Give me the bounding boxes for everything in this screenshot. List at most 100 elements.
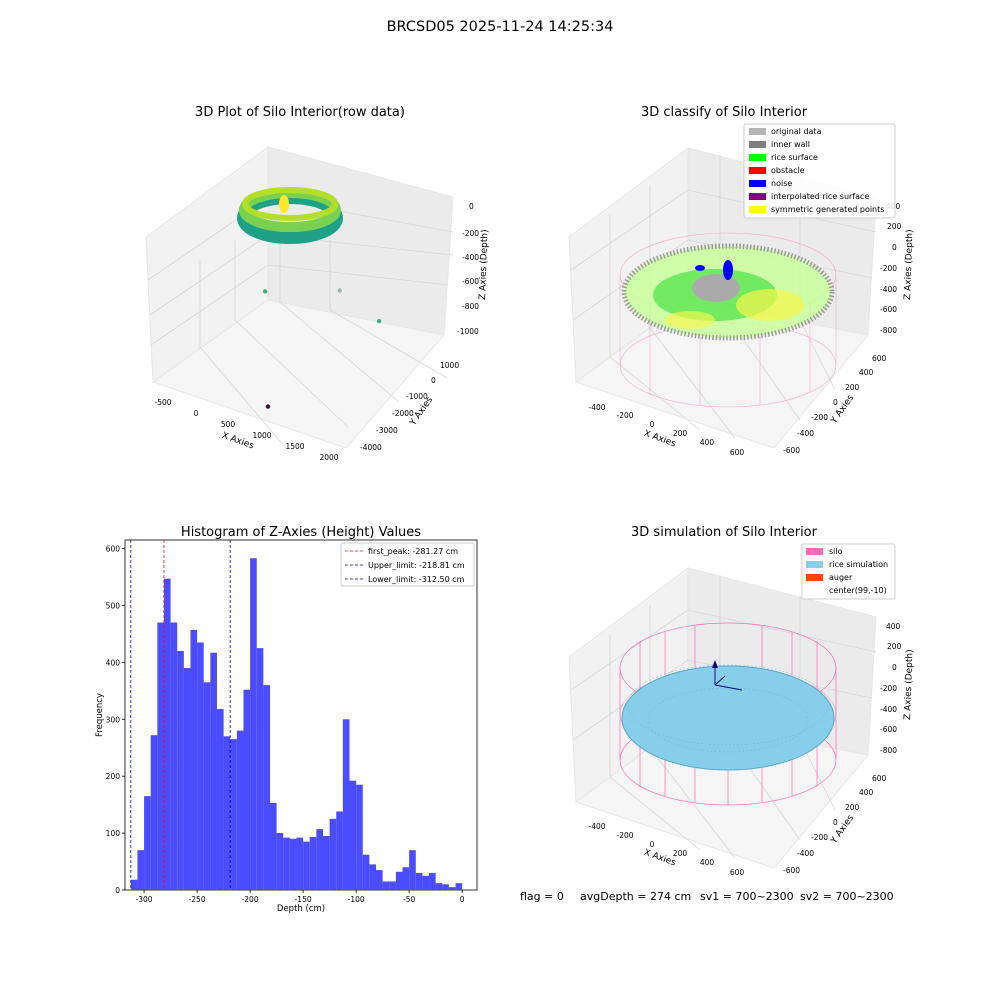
- simulation-auger: [712, 660, 743, 691]
- histogram-bar: [163, 578, 171, 890]
- y-tick-label: 200: [106, 772, 121, 781]
- simulation-z-tick: -800: [880, 746, 897, 755]
- histogram-bar: [415, 872, 423, 890]
- simulation-z-tick: -600: [880, 725, 897, 734]
- x-tick-label: -300: [136, 895, 153, 904]
- histogram-x-ticks: -300 -250 -200 -150 -100 -50 0: [136, 890, 465, 904]
- histogram-bar: [150, 735, 158, 890]
- histogram-bar: [336, 811, 343, 890]
- classify-x-tick: -400: [588, 403, 605, 412]
- raw-z-tick: -1000: [457, 327, 479, 336]
- classify-z-tick: -600: [880, 305, 897, 314]
- raw-z-label: Z Axies (Depth): [478, 229, 490, 300]
- simulation-y-tick: 0: [833, 818, 838, 827]
- histogram-bar: [223, 736, 231, 890]
- simulation-y-tick: 400: [859, 788, 874, 797]
- legend-label: interpolated rice surface: [771, 192, 869, 201]
- simulation-x-tick: -400: [588, 822, 605, 831]
- classify-z-axis: 400 200 0 -200 -400 -600 -800 Z Axies (D…: [880, 202, 915, 335]
- histogram-bar: [177, 650, 184, 890]
- classify-x-tick: 200: [673, 429, 688, 438]
- raw-y-tick: -1000: [406, 392, 428, 401]
- histogram-bar: [402, 867, 410, 890]
- classify-y-tick: -200: [811, 413, 828, 422]
- histogram-bar: [236, 730, 244, 890]
- raw-x-tick: 2000: [319, 453, 338, 462]
- histogram-bar: [256, 648, 264, 890]
- histogram-bar: [230, 739, 237, 890]
- raw-x-tick: 1500: [285, 442, 304, 451]
- classify-plot-title: 3D classify of Silo Interior: [641, 105, 808, 120]
- histogram-bar: [362, 854, 370, 890]
- legend-label: rice simulation: [829, 560, 888, 569]
- outlier-point: [337, 288, 343, 293]
- legend-label: auger: [829, 573, 853, 582]
- histogram-bar: [276, 833, 284, 890]
- x-tick-label: -250: [189, 895, 206, 904]
- x-tick-label: 0: [460, 895, 465, 904]
- legend-label: first_peak: -281.27 cm: [368, 547, 458, 556]
- classify-z-tick: -800: [880, 326, 897, 335]
- histogram-bar: [442, 884, 449, 890]
- classify-y-tick: 200: [845, 383, 860, 392]
- simulation-y-tick: -400: [797, 849, 814, 858]
- raw-x-tick: 500: [221, 420, 236, 429]
- histogram-legend: first_peak: -281.27 cm Upper_limit: -218…: [340, 542, 475, 587]
- raw-z-axis: 0 -200 -400 -600 -800 -1000 Z Axies (Dep…: [457, 202, 490, 336]
- simulation-z-axis: 400 200 0 -200 -400 -600 -800 Z Axies (D…: [880, 622, 915, 755]
- legend-swatch-interpolated: [749, 193, 766, 200]
- histogram-bar: [369, 864, 377, 890]
- classify-y-tick: 0: [833, 398, 838, 407]
- y-tick-label: 300: [106, 715, 121, 724]
- legend-label: symmetric generated points: [771, 205, 884, 214]
- histogram-bar: [216, 709, 224, 890]
- simulation-x-tick: 200: [673, 849, 688, 858]
- histogram-bar: [395, 871, 403, 890]
- classify-z-tick: -400: [880, 285, 897, 294]
- histogram-bar: [309, 837, 317, 890]
- histogram-bar: [170, 622, 178, 890]
- outlier-point: [262, 289, 268, 294]
- histogram-bar: [342, 719, 350, 890]
- simulation-y-tick: -200: [811, 833, 828, 842]
- legend-swatch-inner-wall: [749, 141, 766, 148]
- histogram-bar: [422, 875, 430, 890]
- classify-z-tick: 0: [892, 243, 897, 252]
- legend-swatch-silo: [806, 548, 823, 555]
- legend-swatch-rice-simulation: [806, 561, 823, 568]
- histogram-bar: [269, 802, 277, 890]
- raw-z-tick: -800: [462, 302, 479, 311]
- histogram-bar: [157, 622, 164, 890]
- histogram-reference-lines: [130, 540, 231, 890]
- raw-z-tick: -600: [462, 277, 479, 286]
- simulation-y-tick: 200: [845, 803, 860, 812]
- classify-x-tick: -200: [616, 411, 633, 420]
- simulation-z-tick: -400: [880, 705, 897, 714]
- legend-label: obstacle: [771, 166, 805, 175]
- x-tick-label: -100: [348, 895, 365, 904]
- histogram-bar: [316, 829, 323, 890]
- histogram-bar: [448, 887, 456, 890]
- legend-swatch-auger: [806, 574, 823, 581]
- histogram-bar: [435, 883, 443, 890]
- avg-depth-text: avgDepth = 274 cm: [580, 890, 691, 903]
- histogram-bar: [289, 838, 297, 890]
- histogram-bar: [429, 872, 436, 890]
- raw-z-tick: 0: [469, 202, 474, 211]
- histogram-bar: [183, 668, 191, 890]
- histogram-bar: [323, 835, 330, 890]
- outlier-point: [376, 318, 382, 324]
- legend-swatch-noise: [749, 180, 766, 187]
- legend-swatch-obstacle: [749, 167, 766, 174]
- histogram-panel: Histogram of Z-Axies (Height) Values -30…: [95, 525, 478, 914]
- histogram-bar: [455, 883, 463, 890]
- status-footer: flag = 0 avgDepth = 274 cm sv1 = 700~230…: [520, 890, 894, 903]
- histogram-bar: [210, 652, 217, 890]
- legend-swatch-original: [749, 128, 766, 135]
- y-tick-label: 500: [106, 601, 121, 610]
- histogram-bar: [137, 850, 145, 890]
- histogram-bar: [250, 558, 257, 890]
- legend-swatch-rice-surface: [749, 154, 766, 161]
- x-tick-label: -200: [242, 895, 259, 904]
- y-tick-label: 0: [115, 886, 120, 895]
